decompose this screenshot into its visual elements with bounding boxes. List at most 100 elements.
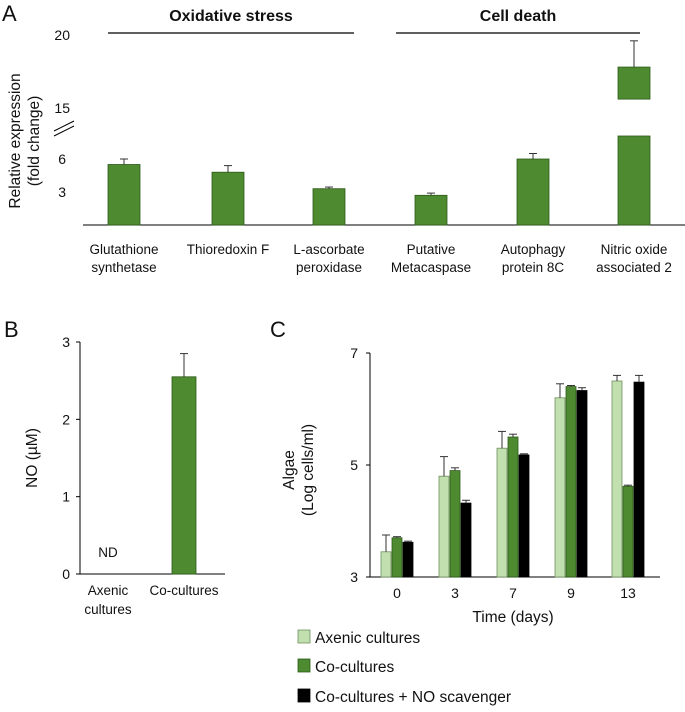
panel-c-bar <box>380 551 392 578</box>
panel-b-category-label-line: cultures <box>84 602 132 617</box>
panel-a-category-label-line: L-ascorbate <box>293 242 364 257</box>
panel-b-ytick-label: 1 <box>62 489 70 505</box>
panel-c-bar <box>496 447 508 578</box>
panel-a-category-label: L-ascorbate peroxidase <box>293 242 364 275</box>
panel-a-category-label: Glutathione synthetase <box>89 242 158 275</box>
panel-a-bar <box>312 188 346 226</box>
panel-a-ytick-label: 15 <box>54 100 70 116</box>
panel-a-category-label-line: Glutathione <box>89 242 158 257</box>
panel-c-bar <box>576 390 588 578</box>
panel-a-category-label-line: Metacaspase <box>391 260 471 275</box>
panel-b-ytick-label: 0 <box>62 566 70 582</box>
panel-a-category-label-line: Thioredoxin F <box>187 242 270 257</box>
panel-a-category-label: Thioredoxin F <box>187 242 270 257</box>
panel-c-xtick-label: 13 <box>620 585 636 601</box>
panel-a-ylabel-line: Relative expression <box>7 73 24 208</box>
panel-c-legend-swatch <box>297 629 311 644</box>
panel-b: 0 1 2 3 ND NO (µM) Axenic cultures Co-cultures <box>24 334 225 617</box>
panel-c-ytick-label: 7 <box>350 345 358 361</box>
panel-b-category-label: Axenic cultures <box>84 583 132 617</box>
panel-c-legend-label: Co-cultures + NO scavenger <box>315 689 511 706</box>
panel-a-category-label-line: synthetase <box>91 260 156 275</box>
panel-c-bar <box>391 537 403 578</box>
panel-c-ylabel-group: Algae (Log cells/ml) <box>281 424 317 516</box>
panel-b-ylabel-line: NO (µM) <box>24 428 41 488</box>
panel-b-marks: ND <box>98 353 197 575</box>
panel-a-axis-break-mark <box>53 120 75 132</box>
panel-c-ytick-label: 5 <box>350 457 358 473</box>
panel-a-letter: A <box>2 1 17 26</box>
panel-a-axis-break-mark <box>53 125 75 137</box>
panel-c: 3 5 7 Algae (Log cells/ml) 0 3 7 9 13 Time (days)… <box>281 345 660 706</box>
panel-a-ytick-label: 3 <box>58 184 66 200</box>
panel-c-bar <box>460 502 472 578</box>
panel-c-xtick-label: 7 <box>509 585 517 601</box>
panel-c-bar <box>554 397 566 578</box>
panel-c-ylabel-line: Algae <box>281 450 298 490</box>
panel-c-bar <box>565 386 577 578</box>
panel-a-group-title: Oxidative stress <box>169 8 293 25</box>
panel-a-category-label-line: associated 2 <box>596 260 672 275</box>
panel-a-category-label-line: protein 8C <box>502 260 565 275</box>
panel-b-labels: NO (µM) Axenic cultures Co-cultures <box>24 428 219 617</box>
panel-a: 3 6 15 20 Relative expression (fold change) O… <box>7 8 685 275</box>
panel-a-category-label-line: Autophagy <box>501 242 566 257</box>
panel-a-ylabel-line: (fold change) <box>26 96 43 186</box>
panel-a-category-label-line: Putative <box>407 242 456 257</box>
panel-a-category-label: Nitric oxide associated 2 <box>596 242 672 275</box>
panel-c-bar <box>611 380 623 578</box>
panel-b-ylabel-group: NO (µM) <box>24 428 41 488</box>
panel-b-axes: 0 1 2 3 <box>62 334 225 582</box>
panel-c-legend-label: Axenic cultures <box>315 630 420 647</box>
panel-c-bar <box>449 470 461 578</box>
panel-c-legend-swatch <box>297 688 311 703</box>
panel-b-ytick-label: 2 <box>62 411 70 427</box>
panel-c-legend: Axenic cultures Co-cultures Co-cultures + … <box>297 629 511 706</box>
panel-c-marks <box>380 374 645 578</box>
panel-a-bar <box>516 158 550 226</box>
panel-b-annotation-nd: ND <box>98 545 118 560</box>
panel-b-bar <box>171 376 197 575</box>
panel-c-xtick-label: 9 <box>567 585 575 601</box>
panel-c-xtick-label: 3 <box>451 585 459 601</box>
panel-a-category-label: Putative Metacaspase <box>391 242 471 275</box>
panel-c-legend-label: Co-cultures <box>315 659 394 676</box>
panel-c-labels: Algae (Log cells/ml) 0 3 7 9 13 Time (days) <box>281 424 636 626</box>
panel-a-category-label-line: peroxidase <box>296 260 362 275</box>
panel-a-category-label: Autophagy protein 8C <box>501 242 566 275</box>
panel-a-ytick-label: 6 <box>58 151 66 167</box>
panel-a-marks <box>107 40 651 226</box>
panel-b-category-label: Co-cultures <box>149 583 218 598</box>
panel-c-bar <box>518 454 530 578</box>
panel-c-bar <box>507 436 519 578</box>
panel-c-ylabel-line: (Log cells/ml) <box>300 424 317 516</box>
panel-a-bar <box>107 164 141 226</box>
panel-a-bar <box>414 194 448 226</box>
panel-b-ylabel: NO (µM) <box>24 428 41 488</box>
panel-c-legend-swatch <box>297 658 311 673</box>
panel-a-ylabel-group: Relative expression (fold change) <box>7 73 43 208</box>
panel-c-bar <box>402 541 414 578</box>
panel-a-category-label-line: Nitric oxide <box>601 242 668 257</box>
panel-a-bar-upper <box>617 66 651 100</box>
panel-a-axes: 3 6 15 20 <box>53 27 685 226</box>
panel-b-letter: B <box>4 317 19 342</box>
panel-b-ytick-label: 3 <box>62 334 70 350</box>
panel-c-xlabel: Time (days) <box>472 609 553 626</box>
panel-c-bar <box>622 485 634 578</box>
panel-a-ylabel: Relative expression (fold change) <box>7 73 43 208</box>
panel-a-bar-lower <box>617 135 651 226</box>
panel-c-ylabel: Algae (Log cells/ml) <box>281 424 317 516</box>
panel-b-category-label-line: Co-cultures <box>149 583 218 598</box>
panel-c-bar <box>438 475 450 578</box>
panel-a-ytick-label: 20 <box>54 27 70 43</box>
panel-c-xtick-label: 0 <box>393 585 401 601</box>
panel-a-group-title: Cell death <box>480 8 556 25</box>
panel-a-labels: Relative expression (fold change) Oxidativ… <box>7 8 672 275</box>
panel-b-category-label-line: Axenic <box>88 583 129 598</box>
panel-a-bar <box>211 171 245 226</box>
panel-c-bar <box>633 381 645 578</box>
panel-c-ytick-label: 3 <box>350 569 358 585</box>
panel-c-letter: C <box>270 317 286 342</box>
